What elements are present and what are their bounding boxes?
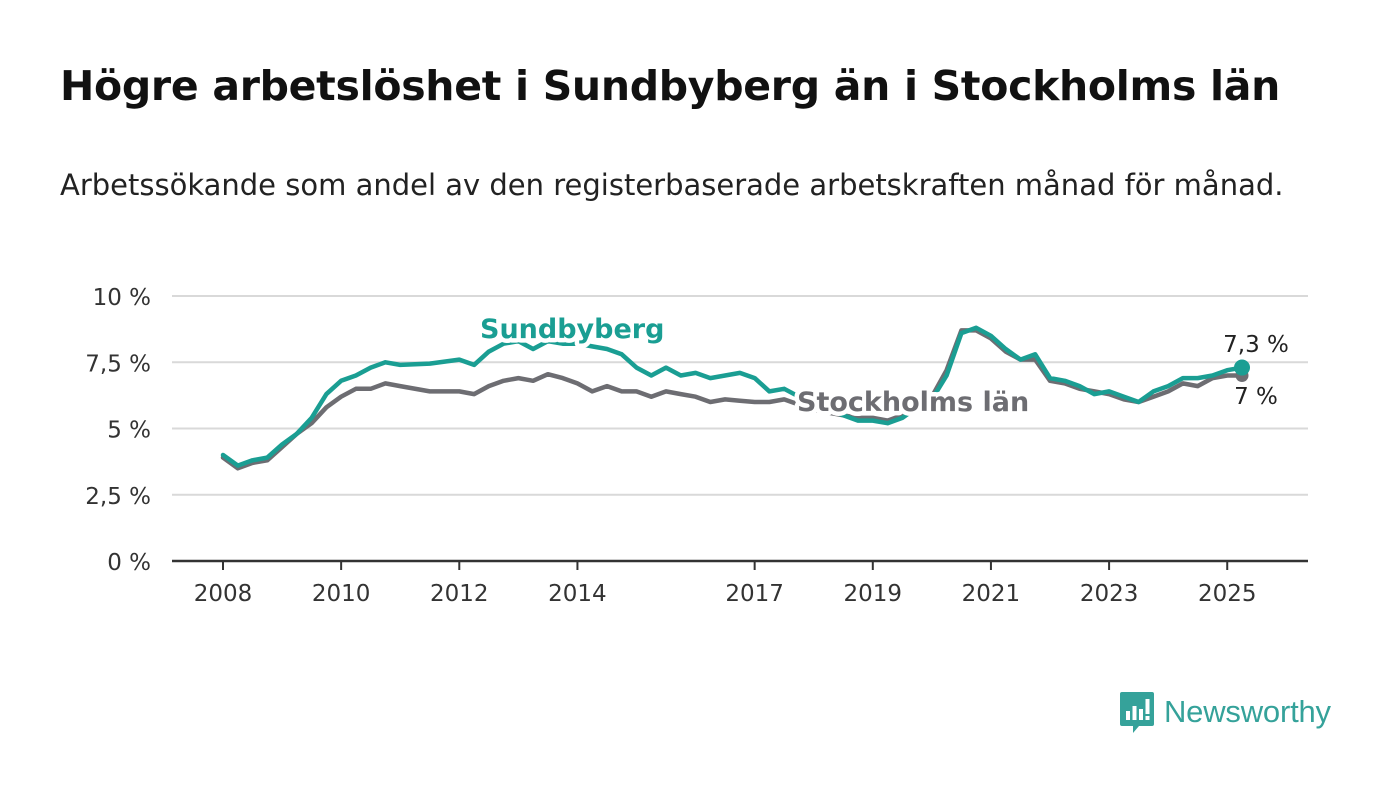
grid-lines — [172, 295, 1308, 496]
newsworthy-logo: Newsworthy — [1119, 690, 1331, 734]
x-tick-label: 2014 — [548, 581, 607, 607]
chart-title: Högre arbetslöshet i Sundbyberg än i Sto… — [60, 62, 1281, 110]
x-tick-label: 2023 — [1080, 581, 1139, 607]
series-end-point — [1234, 359, 1250, 376]
x-tick-label: 2010 — [312, 581, 371, 607]
y-tick-label: 10 % — [93, 285, 151, 311]
bar-chart-speech-bubble-icon — [1120, 692, 1154, 733]
series-lines — [220, 325, 1250, 471]
y-tick-label: 7,5 % — [85, 351, 151, 377]
x-tick-label: 2019 — [844, 581, 903, 607]
chart-subtitle: Arbetssökande som andel av den registerb… — [60, 168, 1284, 202]
x-tick-label: 2008 — [194, 581, 253, 607]
series-line-sundbyberg — [220, 325, 1245, 468]
series-label-sundbyberg: Sundbyberg — [480, 314, 664, 345]
end-value-sundbyberg: 7,3 % — [1223, 332, 1289, 358]
series-label-stockholms-lan: Stockholms län — [797, 387, 1029, 418]
end-value-stockholms-lan: 7 % — [1234, 384, 1278, 410]
x-axis-ticks: 2008 2010 2012 2014 2017 2019 2021 2023 2025 — [194, 561, 1257, 607]
x-tick-label: 2021 — [962, 581, 1021, 607]
x-tick-label: 2017 — [725, 581, 784, 607]
y-tick-label: 2,5 % — [85, 484, 151, 510]
y-axis-ticks: 0 % 2,5 % 5 % 7,5 % 10 % — [85, 285, 151, 576]
series-labels: Sundbyberg Stockholms län 7,3 % 7 % — [476, 310, 1289, 423]
series-line-stockholms-lan — [220, 328, 1245, 471]
x-tick-label: 2025 — [1198, 581, 1257, 607]
y-tick-label: 0 % — [107, 550, 151, 576]
y-tick-label: 5 % — [107, 418, 151, 444]
logo-text: Newsworthy — [1164, 694, 1331, 729]
x-tick-label: 2012 — [430, 581, 489, 607]
